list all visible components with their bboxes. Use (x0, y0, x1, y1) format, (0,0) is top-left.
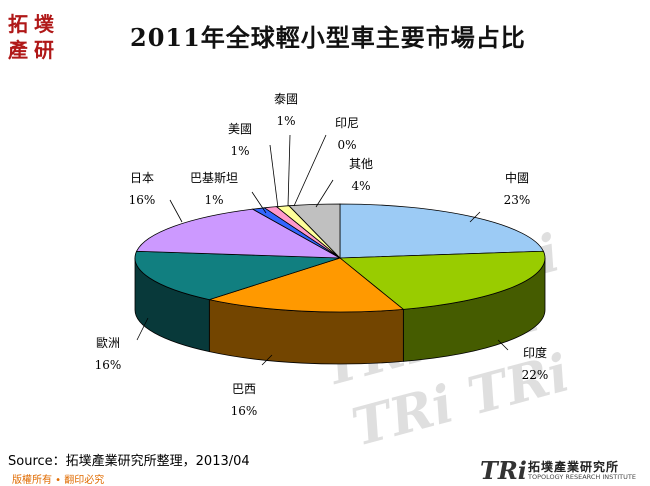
source-note: Source：拓墣產業研究所整理，2013/04 (8, 454, 250, 469)
brand-mark: TRi (480, 456, 527, 485)
leader-line (269, 144, 279, 209)
slice-label: 美國 (228, 122, 252, 136)
slice-label: 印尼 (335, 116, 359, 130)
pie-slice-巴西 (207, 257, 405, 313)
pie-slice-日本 (135, 208, 341, 259)
rights-note: 版權所有 • 翻印必究 (12, 475, 105, 486)
leader-line (251, 191, 267, 214)
slice-value-label: 22% (522, 368, 549, 382)
leader-line (293, 134, 327, 207)
pie-slice-歐洲 (134, 250, 341, 301)
logo: 拓 墣 產 研 (6, 6, 62, 62)
slice-value-label: 4% (351, 179, 370, 193)
pie-slice-印度 (338, 250, 546, 310)
pie-labels: 中國 23% 印度 22% 巴西 16% 歐洲 16% 日本 16% 巴基斯坦 1% 美國 1% 泰國 1% 印… (95, 92, 549, 418)
leader-line (136, 317, 149, 341)
leader-line (469, 211, 481, 223)
pie-top (134, 203, 546, 313)
pie-slice-中國 (339, 203, 545, 259)
logo-char: 拓 (8, 12, 28, 36)
slice-value-label: 23% (504, 193, 531, 207)
brand-name: 拓墣產業研究所 (528, 460, 620, 474)
slice-value-label: 16% (95, 358, 122, 372)
slice-label: 日本 (130, 171, 154, 185)
slice-label: 泰國 (274, 92, 298, 106)
slice-value-label: 0% (337, 138, 356, 152)
slice-value-label: 1% (204, 193, 223, 207)
leader-line (497, 339, 509, 351)
logo-char: 墣 (34, 12, 54, 36)
logo-char: 產 (8, 38, 28, 62)
logo-char: 研 (34, 38, 54, 62)
slice-value-label: 1% (276, 114, 295, 128)
slice-label: 其他 (349, 157, 373, 171)
brand-logo: TRi 拓墣產業研究所 TOPOLOGY RESEARCH INSTITUTE (480, 456, 650, 485)
brand-subtitle: TOPOLOGY RESEARCH INSTITUTE (528, 473, 636, 481)
leader-line (261, 354, 273, 366)
slice-value-label: 16% (129, 193, 156, 207)
slice-label: 中國 (505, 170, 529, 185)
leader-line (169, 199, 183, 223)
slice-label: 巴西 (232, 382, 256, 396)
slice-label: 印度 (523, 345, 547, 360)
page-title: 2011年全球輕小型車主要市場占比 (130, 23, 526, 52)
slice-value-label: 16% (231, 404, 258, 418)
slice-label: 歐洲 (96, 335, 120, 350)
slice-value-label: 1% (230, 144, 249, 158)
leader-line (315, 179, 334, 208)
slice-label: 巴基斯坦 (190, 171, 238, 185)
leader-line (287, 134, 291, 207)
pie-slice-其他 (288, 203, 341, 259)
